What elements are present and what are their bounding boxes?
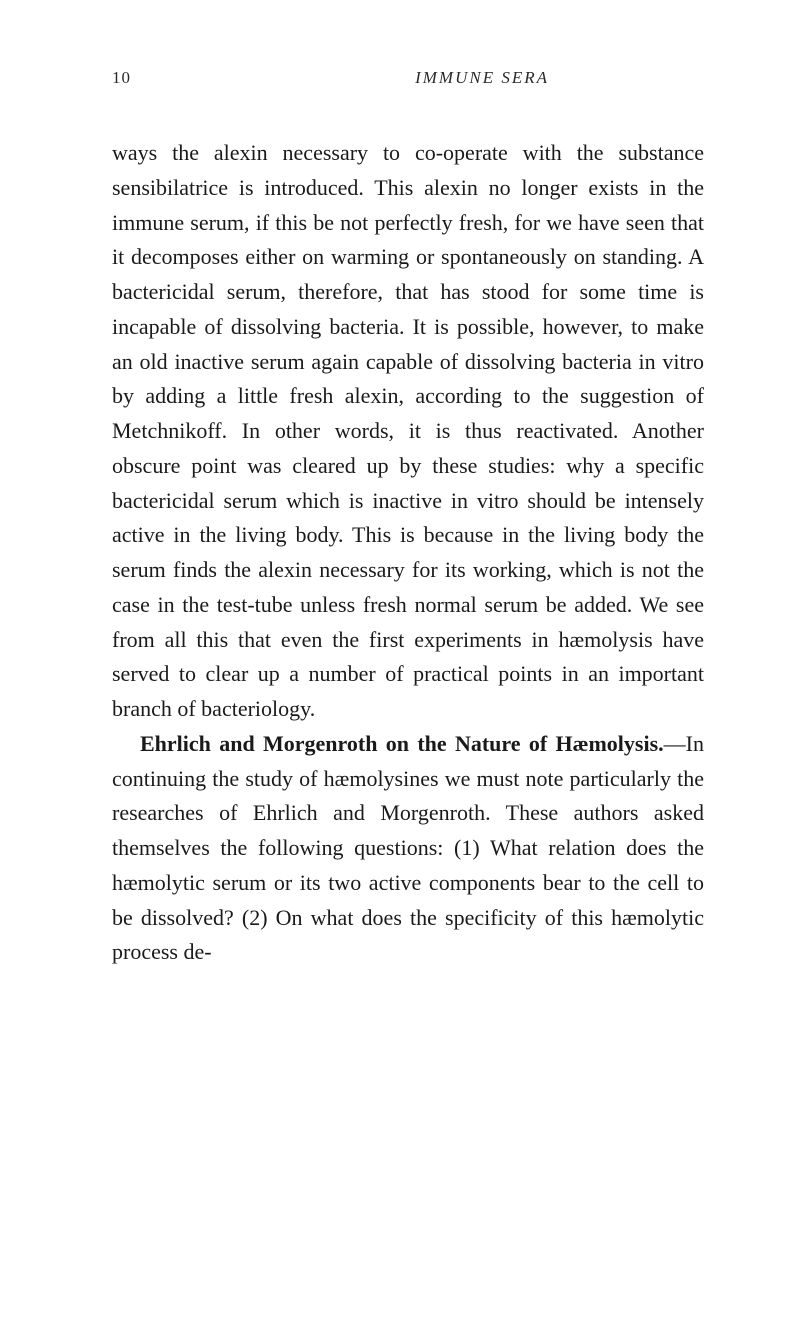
section-heading: Ehrlich and Morgenroth on the Nature of …: [140, 731, 664, 756]
paragraph-2-rest: —In continuing the study of hæmolysines …: [112, 731, 704, 965]
running-title: IMMUNE SERA: [415, 68, 549, 88]
page-number: 10: [112, 68, 131, 88]
page-header: 10 IMMUNE SERA: [112, 68, 704, 88]
paragraph-1: ways the alexin necessary to co-operate …: [112, 136, 704, 727]
body-text: ways the alexin necessary to co-operate …: [112, 136, 704, 970]
paragraph-2: Ehrlich and Morgenroth on the Nature of …: [112, 727, 704, 970]
